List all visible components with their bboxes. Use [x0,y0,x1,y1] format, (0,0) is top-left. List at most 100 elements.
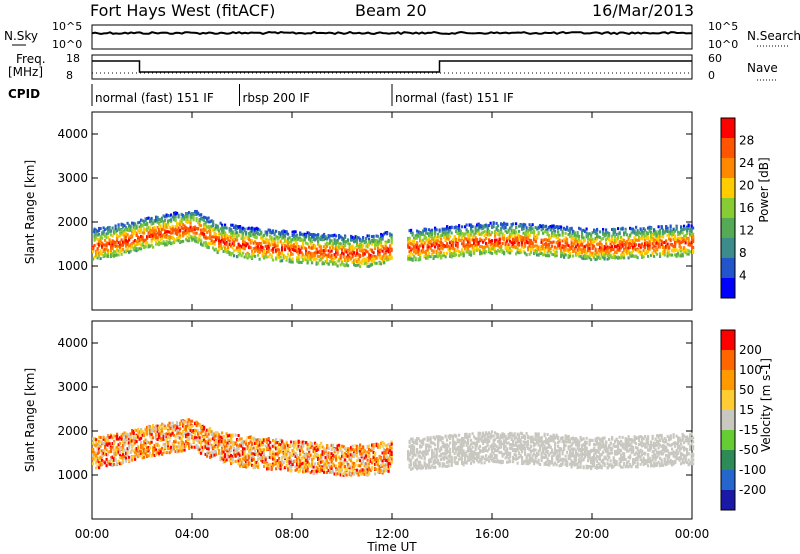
data-cell [132,226,135,229]
data-cell [443,235,446,239]
data-cell [389,253,392,257]
data-cell [222,443,225,447]
data-cell [603,253,606,257]
data-cell [347,238,350,242]
data-cell [473,251,476,255]
data-cell [206,225,209,229]
data-cell [329,234,332,238]
data-cell [278,248,281,252]
data-cell [207,444,210,448]
data-cell [195,438,198,442]
data-cell [678,231,681,235]
data-cell [692,239,695,243]
data-cell [140,445,143,449]
cpid-segment-label: normal (fast) 151 IF [95,91,214,105]
data-cell [630,231,633,235]
data-cell [491,224,494,228]
data-cell [131,458,134,462]
data-cell [614,256,617,260]
data-cell [92,454,95,458]
data-cell [162,225,165,228]
data-cell [159,448,162,452]
data-cell [158,432,161,436]
data-cell [425,249,428,253]
data-cell [572,229,575,233]
data-cell [680,246,683,250]
data-cell [629,254,632,258]
data-cell [351,248,354,252]
data-cell [116,244,119,248]
data-cell [606,253,609,257]
data-cell [425,227,428,231]
data-cell [150,239,153,243]
data-cell [152,230,155,234]
data-cell [375,255,378,259]
data-cell [516,239,519,243]
data-cell [234,442,237,446]
data-cell [422,249,425,253]
data-cell [177,229,180,233]
data-cell [126,432,129,436]
data-cell [137,435,140,439]
data-cell [479,233,482,237]
data-cell [288,258,291,262]
data-cell [165,230,168,234]
data-cell [194,432,197,435]
data-cell [359,255,362,259]
data-cell [174,428,177,432]
data-cell [446,233,449,237]
data-cell [552,229,555,233]
data-cell [524,223,527,227]
data-cell [596,257,599,261]
data-cell [530,228,533,231]
data-cell [189,225,192,229]
data-cell [123,224,126,228]
data-cell [459,231,462,235]
data-cell [123,431,126,435]
data-cell [218,232,221,236]
data-cell [419,244,422,248]
data-cell [141,456,144,460]
data-cell [167,423,170,427]
data-cell [264,238,267,242]
data-cell [182,231,185,235]
data-cell [389,256,392,260]
data-cell [210,430,213,434]
data-cell [686,236,689,240]
data-cell [275,257,278,261]
data-cell [344,240,347,244]
data-cell [506,231,509,235]
data-cell [143,231,146,235]
data-cell [503,250,506,254]
data-cell [456,231,459,235]
data-cell [192,235,195,239]
data-cell [99,449,102,453]
data-cell [179,235,182,239]
data-cell [164,444,167,448]
data-cell [197,240,200,244]
data-cell [320,245,323,249]
data-cell [648,225,651,229]
data-cell [113,240,116,244]
data-cell [137,452,140,456]
data-cell [170,426,173,430]
data-cell [321,252,324,256]
data-cell [536,248,539,252]
data-cell [573,231,576,235]
data-cell [140,218,143,222]
data-cell [174,440,177,444]
data-cell [165,440,168,444]
data-cell [677,238,680,242]
data-cell [186,418,189,422]
data-cell [377,240,380,244]
data-cell [146,235,149,239]
data-cell [189,235,192,239]
data-cell [639,232,642,236]
data-cell [624,246,627,250]
data-cell [243,229,246,233]
data-cell [447,237,450,241]
data-cell [440,251,443,254]
data-cell [348,255,351,259]
data-cell [416,229,419,233]
data-cell [231,223,234,227]
